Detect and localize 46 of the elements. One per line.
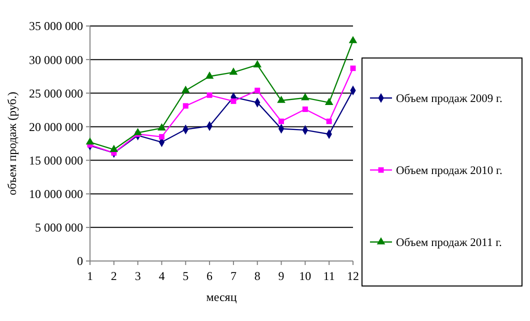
x-tick-label: 10 [299,269,312,283]
x-tick-label: 8 [254,269,260,283]
y-tick-label: 20 000 000 [29,120,83,134]
point [110,144,118,152]
y-tick-label: 5 000 000 [35,220,83,235]
legend-label: Объем продаж 2009 г. [396,93,502,106]
y-tick-label: 35 000 000 [29,19,83,34]
point [301,93,310,100]
y-tick-label: 25 000 000 [29,86,83,100]
point [278,118,284,124]
point [158,134,164,140]
point [86,137,94,145]
point [229,68,238,75]
x-tick-label: 9 [278,269,284,283]
point [182,103,188,109]
point [134,128,142,136]
point [277,96,286,103]
point [206,92,212,98]
y-tick-label: 0 [77,254,83,268]
point [350,66,356,72]
x-tick-label: 11 [323,269,335,283]
x-tick-label: 4 [158,269,165,283]
x-tick-label: 12 [347,269,359,283]
point [181,86,190,93]
point [324,98,334,105]
point [302,106,308,112]
y-tick-label: 30 000 000 [29,52,83,67]
point [158,123,166,130]
legend-label: Объем продаж 2010 г. [396,165,502,178]
point [348,36,358,44]
x-tick-label: 2 [110,269,117,283]
y-tick-label: 10 000 000 [29,187,83,202]
point [254,88,260,94]
x-tick-label: 6 [206,269,213,283]
x-axis-title: месяц [206,290,238,304]
point [253,60,262,68]
point [326,118,332,124]
legend-label: Объем продаж 2011 г. [396,237,502,250]
x-tick-label: 5 [182,269,189,283]
point [230,98,236,104]
y-tick-label: 15 000 000 [29,153,83,168]
y-axis-title: объем продаж (руб.) [5,92,19,196]
x-tick-label: 1 [87,269,93,283]
x-tick-label: 7 [230,269,236,283]
point [205,72,214,79]
x-tick-label: 3 [134,269,141,283]
